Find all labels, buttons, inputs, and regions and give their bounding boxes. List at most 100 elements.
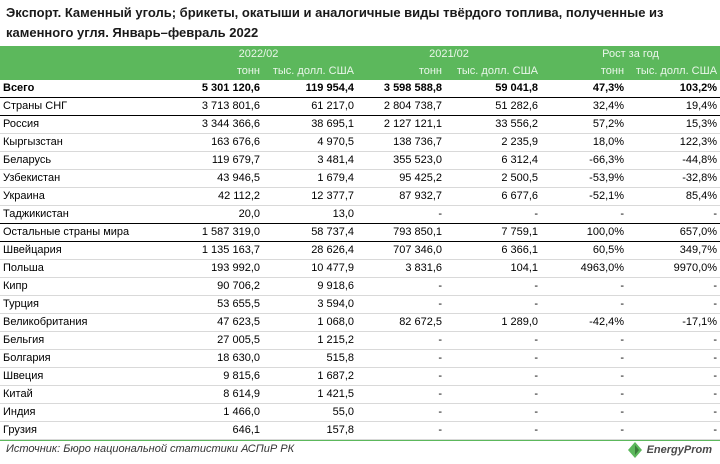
row-value: 138 736,7 [357, 133, 446, 152]
unit-header: тонн [357, 63, 446, 80]
row-value: - [627, 385, 720, 404]
row-value: - [541, 295, 628, 314]
row-value: -32,8% [627, 169, 720, 188]
row-value: 1 421,5 [263, 385, 358, 404]
row-value: 7 759,1 [445, 223, 542, 242]
row-value: 47 623,5 [160, 313, 263, 332]
row-value: 51 282,6 [445, 97, 542, 116]
row-value: 1 068,0 [263, 313, 358, 332]
row-value: 59 041,8 [445, 80, 542, 98]
table-body: Всего 5 301 120,6 119 954,4 3 598 588,8 59 0… [0, 80, 720, 440]
row-value: 4 970,5 [263, 133, 358, 152]
table-row: Таджикистан 20,0 13,0- - - - [0, 205, 720, 224]
unit-header: тонн [541, 63, 628, 80]
row-value: 2 235,9 [445, 133, 542, 152]
row-value: - [627, 331, 720, 350]
row-value: - [445, 295, 542, 314]
table-row: Швеция 9 815,6 1 687,2- - - - [0, 367, 720, 386]
row-value: -44,8% [627, 151, 720, 170]
row-value: -53,9% [541, 169, 628, 188]
row-value: - [627, 421, 720, 440]
row-name: Турция [0, 295, 160, 314]
row-value: 38 695,1 [263, 115, 358, 134]
row-value: - [445, 277, 542, 296]
row-value: -66,3% [541, 151, 628, 170]
row-value: - [627, 403, 720, 422]
table-row: Кыргызстан 163 676,6 4 970,5 138 736,7 2 235… [0, 133, 720, 152]
row-name: Страны СНГ [0, 97, 160, 116]
row-value: 18,0% [541, 133, 628, 152]
row-value: - [445, 349, 542, 368]
row-name: Кыргызстан [0, 133, 160, 152]
table-row: Остальные страны мира 1 587 319,0 58 737,4… [0, 223, 720, 242]
unit-header-blank [0, 63, 160, 80]
row-value: 3 481,4 [263, 151, 358, 170]
row-value: 2 500,5 [445, 169, 542, 188]
row-value: 9 918,6 [263, 277, 358, 296]
row-value: 57,2% [541, 115, 628, 134]
table-row: Индия 1 466,0 55,0- - - - [0, 403, 720, 422]
row-value: 6 677,6 [445, 187, 542, 206]
row-value: 90 706,2 [160, 277, 263, 296]
row-value: 61 217,0 [263, 97, 358, 116]
row-name: Польша [0, 259, 160, 278]
row-value: -17,1% [627, 313, 720, 332]
row-value: -52,1% [541, 187, 628, 206]
row-value: 58 737,4 [263, 223, 358, 242]
page-title: Экспорт. Каменный уголь; брикеты, окатыш… [6, 5, 664, 40]
table-row: Россия 3 344 366,6 38 695,1 2 127 121,1 33 5… [0, 115, 720, 134]
unit-header: тыс. долл. США [445, 63, 542, 80]
row-value: - [627, 205, 720, 224]
row-value: 793 850,1 [357, 223, 446, 242]
row-value: - [541, 331, 628, 350]
row-value: - [357, 331, 446, 350]
row-value: 20,0 [160, 205, 263, 224]
row-name: Грузия [0, 421, 160, 440]
row-value: 55,0 [263, 403, 358, 422]
table-row: Болгария 18 630,0 515,8- - - - [0, 349, 720, 368]
row-name: Беларусь [0, 151, 160, 170]
row-value: 3 344 366,6 [160, 115, 263, 134]
row-value: 32,4% [541, 97, 628, 116]
row-name: Индия [0, 403, 160, 422]
table-row: Бельгия 27 005,5 1 215,2- - - - [0, 331, 720, 350]
row-value: - [445, 385, 542, 404]
period-header-row: 2022/02 2021/02 Рост за год [0, 46, 720, 63]
row-value: 13,0 [263, 205, 358, 224]
row-name: Украина [0, 187, 160, 206]
row-value: - [627, 277, 720, 296]
row-value: 1 135 163,7 [160, 241, 263, 260]
row-value: 9970,0% [627, 259, 720, 278]
row-value: - [357, 349, 446, 368]
logo-text: EnergyProm [646, 444, 712, 456]
unit-header: тонн [160, 63, 263, 80]
energyprom-logo: EnergyProm [626, 441, 712, 459]
row-value: 95 425,2 [357, 169, 446, 188]
period-header-growth: Рост за год [541, 46, 720, 63]
row-value: 104,1 [445, 259, 542, 278]
row-value: 355 523,0 [357, 151, 446, 170]
row-value: 4963,0% [541, 259, 628, 278]
row-value: 157,8 [263, 421, 358, 440]
row-value: 1 215,2 [263, 331, 358, 350]
row-value: - [357, 205, 446, 224]
row-value: - [541, 205, 628, 224]
row-value: 82 672,5 [357, 313, 446, 332]
row-value: - [541, 349, 628, 368]
row-name: Узбекистан [0, 169, 160, 188]
row-value: 1 687,2 [263, 367, 358, 386]
export-data-table: 2022/02 2021/02 Рост за год тонн тыс. до… [0, 46, 720, 440]
row-value: - [357, 385, 446, 404]
row-value: 1 289,0 [445, 313, 542, 332]
row-value: 2 804 738,7 [357, 97, 446, 116]
source-note: Источник: Бюро национальной статистики А… [6, 443, 295, 455]
row-value: - [541, 277, 628, 296]
row-value: 47,3% [541, 80, 628, 98]
row-name: Болгария [0, 349, 160, 368]
unit-header: тыс. долл. США [263, 63, 358, 80]
row-value: 15,3% [627, 115, 720, 134]
row-value: 3 594,0 [263, 295, 358, 314]
row-value: - [627, 295, 720, 314]
row-value: - [541, 403, 628, 422]
row-value: 85,4% [627, 187, 720, 206]
